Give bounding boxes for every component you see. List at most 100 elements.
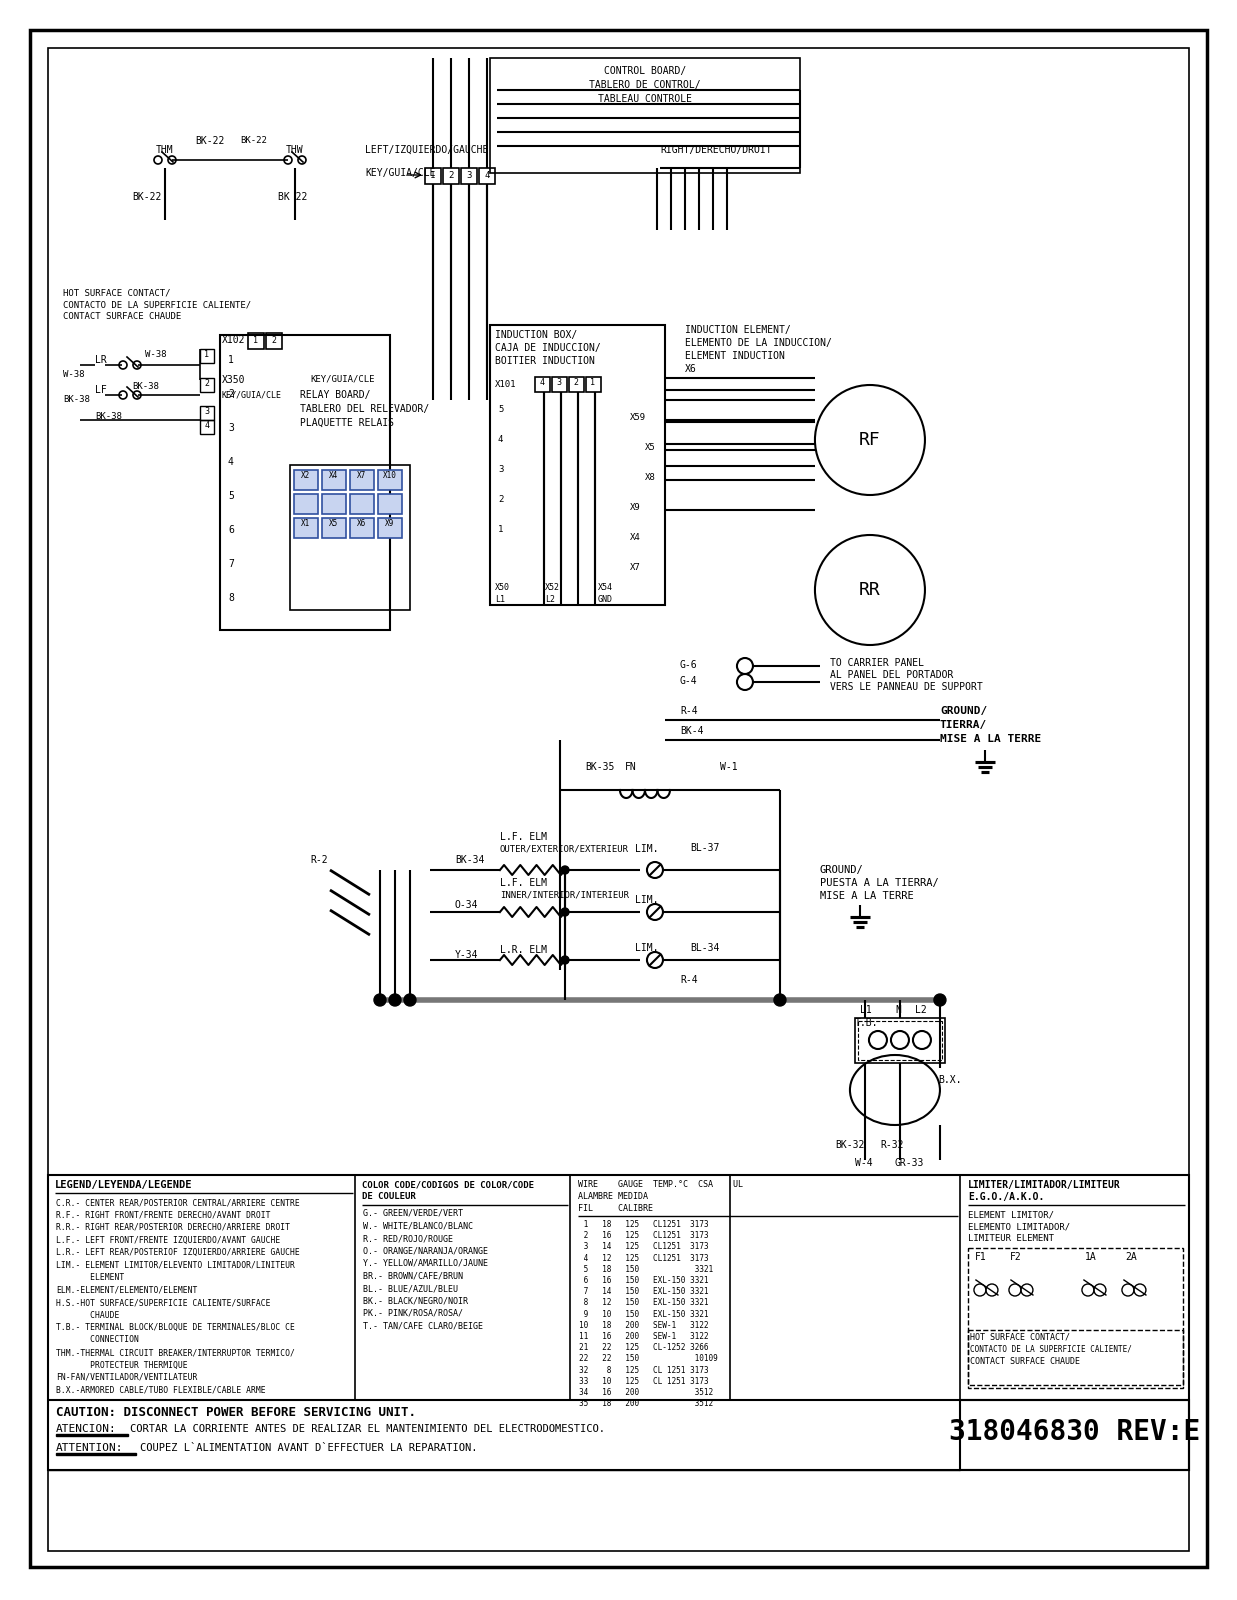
Text: CONTROL BOARD/: CONTROL BOARD/ — [604, 66, 687, 75]
Text: RF: RF — [858, 430, 881, 450]
Text: BL-34: BL-34 — [690, 942, 720, 954]
Bar — [294, 518, 318, 538]
Text: T.B.- TERMINAL BLOCK/BLOQUE DE TERMINALES/BLOC CE: T.B.- TERMINAL BLOCK/BLOQUE DE TERMINALE… — [56, 1323, 294, 1331]
Text: X101: X101 — [495, 379, 517, 389]
Text: CAUTION: DISCONNECT POWER BEFORE SERVICING UNIT.: CAUTION: DISCONNECT POWER BEFORE SERVICI… — [56, 1406, 416, 1419]
Text: 4: 4 — [204, 421, 209, 430]
Text: L.F. ELM: L.F. ELM — [500, 878, 547, 888]
Text: LIM.- ELEMENT LIMITOR/ELEVENTO LIMITADOR/LINITEUR: LIM.- ELEMENT LIMITOR/ELEVENTO LIMITADOR… — [56, 1261, 294, 1269]
Text: X50: X50 — [495, 582, 510, 592]
Text: L.F. ELM: L.F. ELM — [500, 832, 547, 842]
Bar — [322, 470, 346, 490]
Text: CHAUDE: CHAUDE — [56, 1310, 120, 1320]
Bar — [200, 349, 214, 363]
Text: 318046830 REV:E: 318046830 REV:E — [949, 1418, 1201, 1446]
Bar — [350, 518, 374, 538]
Text: 2: 2 — [448, 171, 454, 179]
Text: GROUND/: GROUND/ — [940, 706, 987, 717]
Text: 7: 7 — [228, 558, 234, 570]
Bar — [534, 378, 550, 392]
Text: LR: LR — [95, 355, 106, 365]
Text: 2: 2 — [574, 378, 579, 387]
Text: 33   10   125   CL 1251 3173: 33 10 125 CL 1251 3173 — [579, 1376, 709, 1386]
Text: R-2: R-2 — [310, 854, 328, 866]
Text: BK-22: BK-22 — [240, 136, 267, 146]
Text: X54: X54 — [597, 582, 614, 592]
Text: ATTENTION:: ATTENTION: — [56, 1443, 124, 1453]
Text: TABLERO DE CONTROL/: TABLERO DE CONTROL/ — [589, 80, 701, 90]
Text: HOT SURFACE CONTACT/: HOT SURFACE CONTACT/ — [63, 288, 171, 298]
Bar — [967, 1330, 1183, 1386]
Text: 1: 1 — [430, 171, 435, 179]
Text: BK-32: BK-32 — [835, 1139, 865, 1150]
Bar — [294, 494, 318, 514]
Text: CONTACTO DE LA SUPERFICIE CALIENTE/: CONTACTO DE LA SUPERFICIE CALIENTE/ — [63, 301, 251, 309]
Text: BL.- BLUE/AZUL/BLEU: BL.- BLUE/AZUL/BLEU — [362, 1283, 458, 1293]
Text: T.B.: T.B. — [855, 1018, 878, 1029]
Text: R-32: R-32 — [880, 1139, 903, 1150]
Text: BK 22: BK 22 — [278, 192, 307, 202]
Text: X2: X2 — [302, 470, 310, 480]
Text: WIRE    GAUGE  TEMP.°C  CSA    UL: WIRE GAUGE TEMP.°C CSA UL — [578, 1181, 743, 1189]
Text: F2: F2 — [1009, 1251, 1022, 1262]
Text: LIM.: LIM. — [635, 845, 658, 854]
Text: LF: LF — [95, 386, 106, 395]
Bar — [379, 470, 402, 490]
Circle shape — [374, 994, 386, 1006]
Text: X6: X6 — [357, 518, 366, 528]
Text: X52: X52 — [546, 582, 560, 592]
Text: X4: X4 — [329, 470, 339, 480]
Bar — [426, 168, 440, 184]
Bar — [379, 494, 402, 514]
Bar — [247, 333, 263, 349]
Text: 2   16   125   CL1251  3173: 2 16 125 CL1251 3173 — [579, 1232, 709, 1240]
Text: INDUCTION BOX/: INDUCTION BOX/ — [495, 330, 578, 341]
Text: 8   12   150   EXL-150 3321: 8 12 150 EXL-150 3321 — [579, 1299, 709, 1307]
Text: X8: X8 — [644, 474, 656, 482]
Text: X7: X7 — [357, 470, 366, 480]
Text: 5: 5 — [228, 491, 234, 501]
Text: GR-33: GR-33 — [894, 1158, 924, 1168]
Bar — [490, 58, 800, 173]
Text: CAJA DE INDUCCION/: CAJA DE INDUCCION/ — [495, 342, 601, 354]
Text: CORTAR LA CORRIENTE ANTES DE REALIZAR EL MANTENIMIENTO DEL ELECTRODOMESTICO.: CORTAR LA CORRIENTE ANTES DE REALIZAR EL… — [130, 1424, 605, 1434]
Text: MISE A LA TERRE: MISE A LA TERRE — [940, 734, 1042, 744]
Text: TABLEAU CONTROLE: TABLEAU CONTROLE — [597, 94, 691, 104]
Text: OUTER/EXTERIOR/EXTERIEUR: OUTER/EXTERIOR/EXTERIEUR — [500, 845, 628, 853]
Text: 2: 2 — [271, 336, 277, 346]
Text: INNER/INTERIOR/INTERIEUR: INNER/INTERIOR/INTERIEUR — [500, 890, 628, 899]
Text: ELEMENT: ELEMENT — [56, 1274, 124, 1282]
Text: R.- RED/ROJO/ROUGE: R.- RED/ROJO/ROUGE — [362, 1234, 453, 1243]
Text: KEY/GUIA/CLE: KEY/GUIA/CLE — [221, 390, 282, 398]
Circle shape — [560, 955, 569, 963]
Text: 1: 1 — [254, 336, 259, 346]
Text: 6   16   150   EXL-150 3321: 6 16 150 EXL-150 3321 — [579, 1277, 709, 1285]
Text: GROUND/: GROUND/ — [820, 866, 863, 875]
Bar — [569, 378, 584, 392]
Text: DE COULEUR: DE COULEUR — [362, 1192, 416, 1202]
Text: R.R.- RIGHT REAR/POSTERIOR DERECHO/ARRIERE DROIT: R.R.- RIGHT REAR/POSTERIOR DERECHO/ARRIE… — [56, 1222, 289, 1232]
Text: LIMITEUR ELEMENT: LIMITEUR ELEMENT — [967, 1234, 1054, 1243]
Text: T.- TAN/CAFE CLARO/BEIGE: T.- TAN/CAFE CLARO/BEIGE — [362, 1322, 482, 1331]
Text: RELAY BOARD/: RELAY BOARD/ — [301, 390, 371, 400]
Text: LEGEND/LEYENDA/LEGENDE: LEGEND/LEYENDA/LEGENDE — [54, 1181, 193, 1190]
Text: L.R.- LEFT REAR/POSTERIOF IZQUIERDO/ARRIERE GAUCHE: L.R.- LEFT REAR/POSTERIOF IZQUIERDO/ARRI… — [56, 1248, 299, 1258]
Text: X5: X5 — [329, 518, 339, 528]
Text: B.X.: B.X. — [938, 1075, 961, 1085]
Bar — [586, 378, 601, 392]
Text: PROTECTEUR THERMIQUE: PROTECTEUR THERMIQUE — [56, 1360, 188, 1370]
Text: ELEMENTO LIMITADOR/: ELEMENTO LIMITADOR/ — [967, 1222, 1070, 1230]
Text: 1: 1 — [499, 525, 503, 534]
Text: X6: X6 — [685, 365, 696, 374]
Text: L1: L1 — [495, 595, 505, 603]
Text: KEY/GUIA/CLE: KEY/GUIA/CLE — [310, 374, 375, 384]
Text: 1: 1 — [204, 350, 209, 358]
Text: 4   12   125   CL1251  3173: 4 12 125 CL1251 3173 — [579, 1254, 709, 1262]
Bar — [350, 470, 374, 490]
Text: W-38: W-38 — [63, 370, 84, 379]
Text: 2: 2 — [204, 379, 209, 387]
Circle shape — [388, 994, 401, 1006]
Bar — [552, 378, 567, 392]
Text: O.- ORANGE/NARANJA/ORANGE: O.- ORANGE/NARANJA/ORANGE — [362, 1246, 487, 1256]
Bar — [855, 1018, 945, 1062]
